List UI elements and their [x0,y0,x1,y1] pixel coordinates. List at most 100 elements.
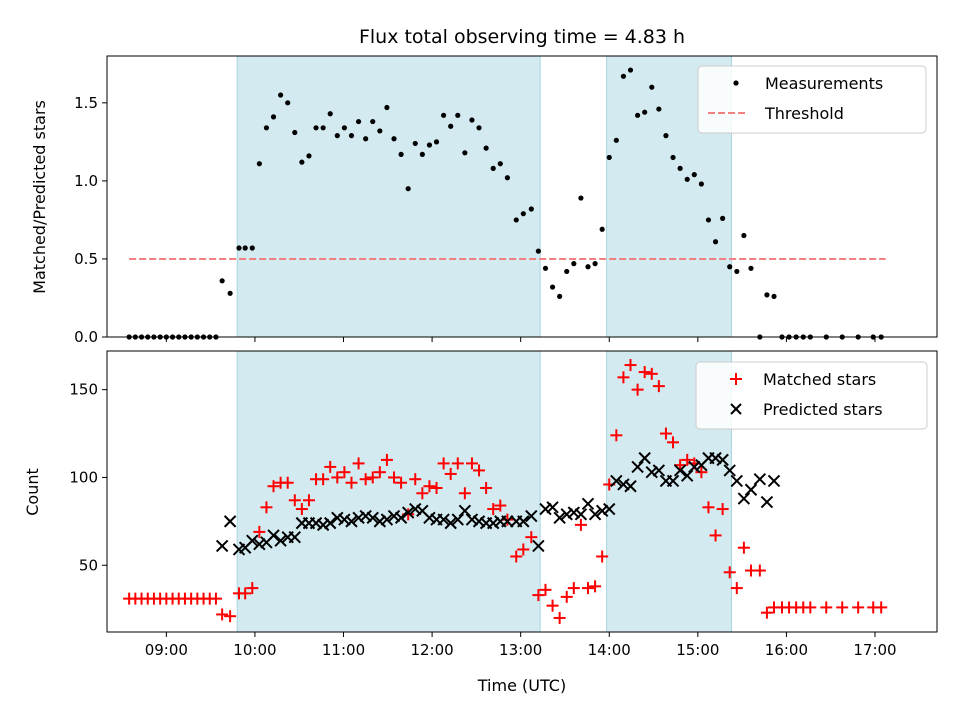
matched-point-25 [288,494,301,507]
predicted-point-52 [588,508,602,521]
matched-point-54 [494,499,507,512]
predicted-point-42 [517,515,530,528]
predicted-point-24 [387,509,401,523]
predicted-point-72 [730,474,744,488]
matched-point-34 [352,457,365,470]
matched-point-30 [324,460,337,473]
predicted-point-25 [394,511,408,525]
matched-point-14 [209,592,222,605]
measurement-point-72 [627,67,634,73]
measurement-point-42 [412,140,418,147]
measurement-point-16 [227,290,233,296]
matched-point-29 [317,473,330,486]
top-observing-bands [236,55,732,338]
measurement-point-32 [341,125,347,131]
predicted-point-66 [688,460,701,474]
predicted-point-20 [359,509,372,523]
predicted-point-40 [501,515,514,528]
matched-point-21 [260,501,273,514]
predicted-point-0 [215,539,229,553]
matched-point-58 [525,531,538,544]
matched-point-27 [302,494,315,507]
matched-point-80 [681,453,694,466]
legend-threshold-label: Threshold [764,104,844,123]
matched-point-48 [451,457,464,470]
predicted-point-58 [631,460,644,474]
measurement-point-88 [741,232,747,239]
matched-point-75 [645,367,658,380]
predicted-point-46 [546,501,559,514]
matched-point-85 [716,503,729,516]
matched-point-67 [589,580,602,593]
measurement-point-53 [490,165,496,171]
predicted-point-63 [666,474,680,488]
xtick-label-1: 10:00 [233,641,276,659]
measurement-point-31 [334,133,340,139]
bottom-y-axis-label: Count [23,468,42,516]
predicted-point-71 [723,464,736,477]
matched-point-71 [617,371,630,384]
matched-point-38 [380,453,393,466]
xtick-label-5: 14:00 [588,641,631,659]
matched-point-88 [737,541,750,554]
measurement-point-49 [462,150,468,156]
xtick-label-0: 09:00 [145,641,188,659]
predicted-point-55 [610,474,623,488]
predicted-point-53 [595,504,609,518]
top-panel: 0.0 0.5 1.0 1.5 Matched/Predicted stars Mea… [30,55,938,346]
bottom-ytick-label-0: 50 [79,556,98,574]
measurement-point-73 [634,112,641,118]
matched-point-98 [820,601,833,614]
predicted-point-56 [617,478,630,491]
measurement-point-59 [535,248,541,254]
predicted-point-57 [624,480,637,493]
predicted-point-8 [274,534,287,547]
matched-point-15 [216,608,229,621]
matched-point-102 [875,601,888,614]
measurement-point-52 [483,145,489,151]
predicted-point-5 [253,537,266,551]
predicted-point-14 [316,518,330,532]
matched-point-49 [458,487,471,500]
measurement-point-36 [370,118,376,125]
matched-point-26 [295,503,308,516]
predicted-point-54 [603,502,616,516]
matched-point-56 [510,550,523,563]
legend-measurements-label: Measurements [765,74,883,93]
measurement-point-15 [219,278,225,284]
matched-point-59 [532,589,545,602]
matched-point-73 [631,383,644,396]
matched-point-76 [652,380,665,393]
matched-point-91 [760,606,773,619]
measurement-point-63 [564,268,570,275]
top-legend: Measurements Threshold [697,65,927,134]
predicted-point-29 [423,511,436,525]
measurement-point-40 [398,151,404,157]
matched-point-65 [574,518,587,531]
measurement-point-75 [649,84,655,90]
matched-point-50 [465,457,478,470]
measurement-point-29 [320,125,326,131]
measurement-point-86 [727,264,733,270]
matched-point-90 [753,564,766,577]
matched-point-99 [836,601,849,614]
measurement-point-60 [542,265,549,271]
measurement-point-24 [285,100,291,106]
xtick-label-3: 12:00 [410,641,453,659]
bottom-ytick-label-2: 150 [69,381,98,399]
measurement-point-51 [476,125,482,131]
bottom-ytick-label-1: 100 [69,468,98,486]
matched-point-84 [709,529,722,542]
matched-point-87 [730,582,743,595]
predicted-point-7 [267,529,280,542]
matched-point-36 [366,471,379,484]
measurement-point-33 [348,133,355,139]
measurement-point-55 [504,175,510,181]
bottom-plot-frame [106,350,938,633]
predicted-point-74 [744,483,758,496]
matched-point-86 [723,566,736,579]
measurement-point-62 [557,293,563,300]
predicted-point-1 [223,515,237,528]
predicted-point-38 [487,516,500,530]
measurement-point-57 [520,211,526,217]
